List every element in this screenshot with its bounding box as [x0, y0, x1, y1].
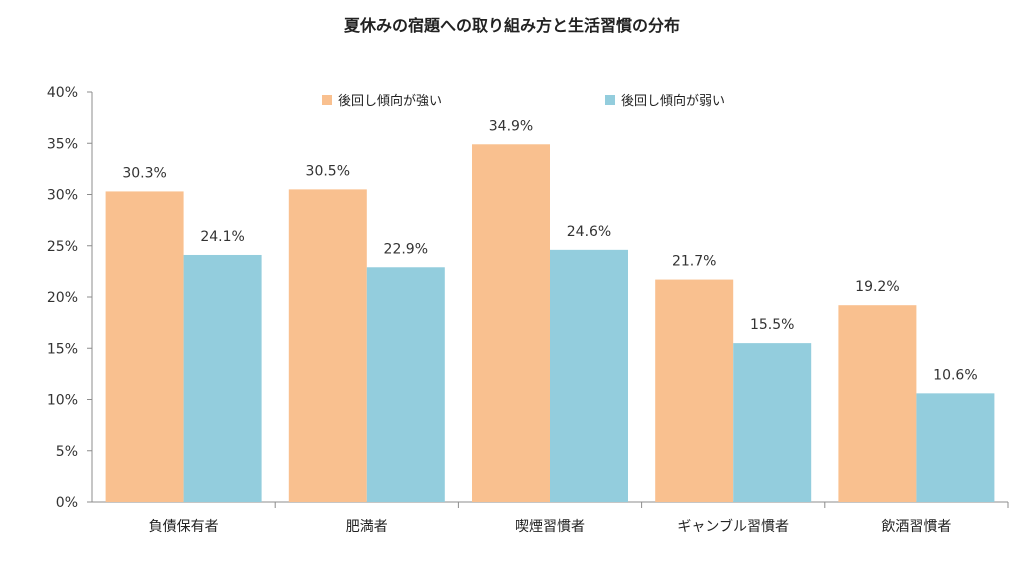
- bar-strong: [472, 144, 550, 502]
- legend-label: 後回し傾向が強い: [338, 93, 442, 109]
- bar-strong: [288, 189, 367, 502]
- legend-swatch: [605, 95, 615, 105]
- data-label: 21.7%: [672, 254, 716, 270]
- data-label: 10.6%: [933, 367, 977, 383]
- y-tick-label: 35%: [47, 136, 78, 152]
- legend-label: 後回し傾向が弱い: [621, 93, 725, 109]
- bar-strong: [655, 279, 734, 502]
- x-category-label: 飲酒習慣者: [881, 518, 951, 535]
- data-label: 30.5%: [306, 163, 350, 179]
- bar-strong: [838, 305, 917, 502]
- chart-title: 夏休みの宿題への取り組み方と生活習慣の分布: [343, 16, 680, 35]
- data-label: 34.9%: [489, 118, 533, 134]
- y-tick-label: 5%: [56, 444, 78, 460]
- y-tick-label: 20%: [47, 290, 78, 306]
- x-category-label: ギャンブル習慣者: [677, 518, 789, 535]
- y-tick-label: 25%: [47, 239, 78, 255]
- data-label: 24.6%: [567, 224, 611, 240]
- y-tick-label: 0%: [56, 495, 78, 511]
- x-category-label: 喫煙習慣者: [515, 518, 585, 535]
- bar-weak: [916, 393, 995, 502]
- bar-weak: [366, 267, 445, 502]
- bar-weak: [550, 249, 628, 502]
- data-label: 15.5%: [750, 317, 794, 333]
- bar-weak: [183, 254, 262, 502]
- y-tick-label: 30%: [47, 188, 78, 204]
- bar-weak: [733, 343, 812, 502]
- data-label: 24.1%: [200, 229, 244, 245]
- data-label: 30.3%: [122, 165, 166, 181]
- bar-strong: [105, 191, 184, 503]
- y-tick-label: 10%: [47, 393, 78, 409]
- y-tick-label: 15%: [47, 341, 78, 357]
- legend-swatch: [322, 95, 332, 105]
- x-category-label: 肥満者: [346, 519, 388, 535]
- data-label: 19.2%: [855, 279, 899, 295]
- data-label: 22.9%: [384, 241, 428, 257]
- x-category-label: 負債保有者: [149, 519, 219, 535]
- y-tick-label: 40%: [47, 85, 78, 101]
